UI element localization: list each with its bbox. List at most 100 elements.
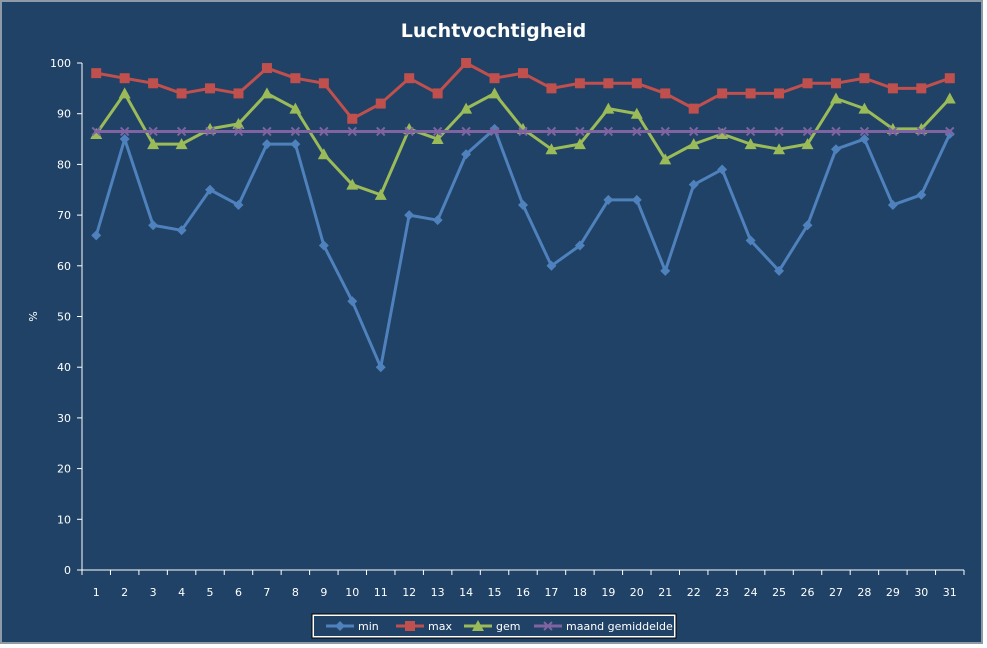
legend-label: min (358, 620, 379, 633)
data-point (887, 83, 898, 94)
data-point (745, 88, 756, 99)
legend-marker (335, 621, 345, 631)
data-point (631, 78, 642, 89)
x-tick-label: 23 (715, 586, 729, 599)
data-point (318, 240, 329, 251)
data-point (119, 73, 130, 84)
data-point (461, 126, 471, 137)
data-point (687, 138, 700, 150)
data-point (176, 126, 187, 137)
x-tick-label: 14 (459, 586, 473, 599)
data-point (232, 117, 245, 129)
data-point (660, 265, 671, 276)
data-point (460, 102, 473, 114)
data-point (118, 87, 131, 99)
x-tick-label: 20 (630, 586, 644, 599)
x-tick-label: 11 (374, 586, 388, 599)
legend-marker (472, 620, 484, 631)
data-point (461, 58, 472, 68)
data-point (773, 143, 786, 155)
data-point (375, 362, 386, 373)
series-line (95, 91, 951, 197)
x-tick-label: 12 (402, 586, 416, 599)
data-point (859, 134, 870, 145)
data-point (346, 178, 359, 190)
data-point (660, 88, 671, 99)
data-point (119, 134, 130, 145)
data-point (347, 126, 357, 137)
data-point (632, 126, 642, 137)
x-tick-label: 29 (886, 586, 900, 599)
data-point (489, 73, 500, 84)
x-tick-label: 6 (235, 586, 242, 599)
data-point (887, 199, 898, 210)
legend-label: max (428, 620, 452, 633)
x-tick-label: 7 (263, 586, 270, 599)
data-point (148, 220, 159, 231)
data-point (205, 126, 215, 137)
y-tick-label: 50 (57, 311, 71, 324)
data-point (205, 83, 216, 94)
y-tick-label: 10 (57, 513, 71, 526)
data-point (318, 78, 329, 89)
data-point (148, 78, 159, 89)
data-point (347, 113, 358, 124)
data-point (745, 235, 756, 246)
data-point (574, 78, 585, 89)
data-point (802, 126, 813, 137)
data-point (461, 149, 472, 160)
data-point (717, 126, 727, 137)
series-gem (90, 87, 956, 200)
data-point (289, 102, 302, 114)
data-point (175, 138, 188, 150)
x-tick-label: 16 (516, 586, 530, 599)
data-point (376, 126, 386, 137)
data-point (574, 240, 585, 251)
data-point (518, 126, 528, 137)
data-point (659, 153, 672, 165)
data-point (575, 126, 585, 137)
data-point (546, 126, 557, 137)
x-tick-label: 19 (601, 586, 615, 599)
legend-label: maand gemiddelde (566, 620, 673, 633)
data-point (261, 63, 272, 74)
x-tick-label: 30 (914, 586, 928, 599)
x-tick-label: 1 (93, 586, 100, 599)
x-tick-label: 5 (207, 586, 214, 599)
data-point (432, 88, 443, 99)
series-layer (90, 58, 956, 373)
data-point (802, 78, 813, 89)
data-point (431, 133, 444, 145)
data-point (717, 164, 728, 175)
y-axis-title: % (27, 311, 40, 321)
data-point (888, 126, 898, 137)
y-tick-label: 30 (57, 412, 71, 425)
data-point (831, 126, 841, 137)
chart-title: Luchtvochtigheid (400, 20, 587, 42)
data-point (262, 126, 272, 137)
data-point (603, 126, 614, 137)
data-point (688, 179, 699, 190)
x-tick-label: 26 (801, 586, 815, 599)
data-point (290, 73, 301, 84)
data-point (603, 78, 614, 89)
series-max (91, 58, 955, 124)
data-point (829, 92, 842, 104)
data-point (717, 88, 728, 99)
x-tick-label: 18 (573, 586, 587, 599)
y-tick-label: 60 (57, 260, 71, 273)
data-point (90, 127, 103, 139)
data-point (119, 126, 130, 137)
series-line (94, 127, 952, 369)
legend-label: gem (496, 620, 520, 633)
x-tick-label: 9 (320, 586, 327, 599)
data-point (489, 126, 500, 137)
y-tick-label: 80 (57, 158, 71, 171)
data-point (148, 126, 158, 137)
x-tick-label: 22 (687, 586, 701, 599)
data-point (91, 230, 102, 241)
data-point (176, 225, 187, 236)
data-point (518, 199, 528, 210)
